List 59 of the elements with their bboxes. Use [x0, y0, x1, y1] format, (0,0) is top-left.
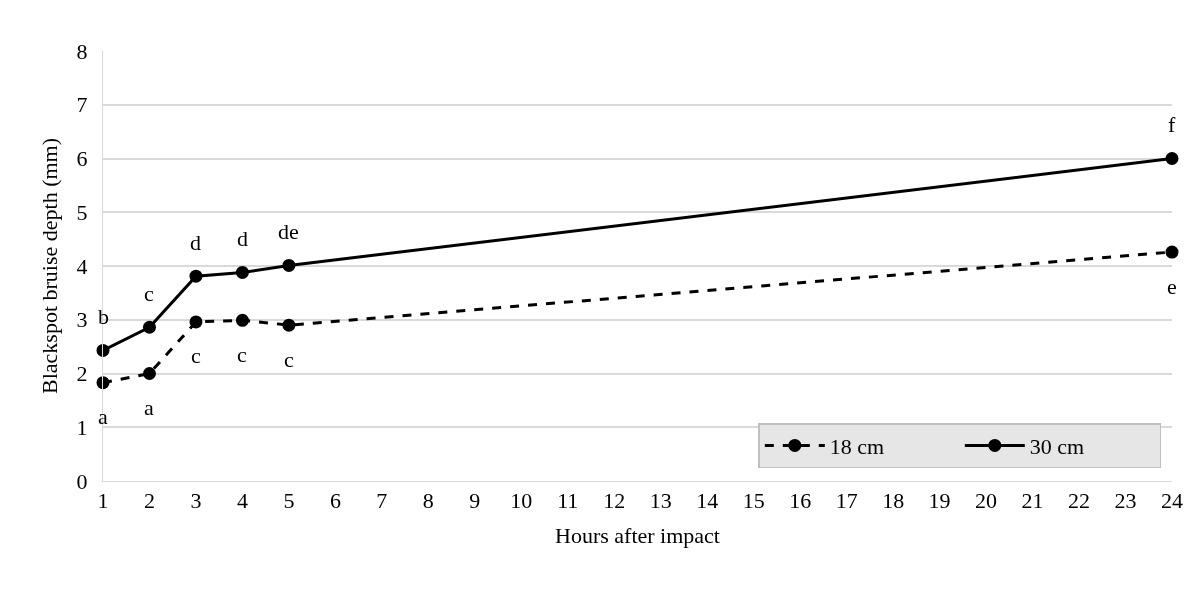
x-tick-label: 7 [376, 488, 388, 514]
x-tick-label: 11 [557, 488, 579, 514]
x-tick-label: 8 [422, 488, 434, 514]
annotation: e [1167, 274, 1177, 299]
x-tick-label: 5 [283, 488, 295, 514]
x-tick-label: 2 [143, 488, 155, 514]
annotation: a [144, 395, 154, 420]
x-tick-label: 15 [742, 488, 765, 514]
point [1165, 152, 1179, 165]
x-tick-label: 14 [696, 488, 719, 514]
x-tick-label: 1 [97, 488, 109, 514]
x-tick-label: 23 [1114, 488, 1137, 514]
x-tick-label: 3 [190, 488, 202, 514]
point [282, 318, 296, 332]
point [189, 269, 203, 283]
annotation: c [284, 347, 294, 372]
annotation: de [278, 219, 299, 244]
y-tick-label: 1 [76, 414, 88, 440]
x-tick-label: 20 [975, 488, 998, 514]
x-tick-label: 19 [928, 488, 951, 514]
y-tick-label: 5 [76, 199, 88, 225]
point [142, 320, 156, 334]
annotation: b [98, 304, 109, 329]
legend-label: 30 cm [1029, 433, 1085, 459]
y-tick-label: 3 [76, 307, 88, 333]
x-tick-label: 24 [1161, 488, 1183, 514]
annotation: a [98, 404, 108, 429]
annotation: c [237, 342, 247, 367]
point [235, 265, 249, 279]
y-axis-title: Blackspot bruise depth (mm) [37, 137, 63, 395]
y-tick-label: 4 [76, 253, 88, 279]
x-tick-label: 18 [882, 488, 905, 514]
y-tick-label: 8 [76, 38, 88, 64]
x-tick-label: 21 [1021, 488, 1044, 514]
y-tick-label: 2 [76, 361, 88, 387]
annotation: f [1168, 112, 1176, 137]
x-tick-label: 6 [329, 488, 341, 514]
annotation: d [237, 226, 248, 251]
x-tick-label: 16 [789, 488, 812, 514]
y-tick-label: 0 [76, 468, 88, 494]
point [1165, 245, 1179, 259]
point [189, 315, 203, 329]
y-tick-label: 6 [76, 146, 88, 172]
x-tick-label: 17 [835, 488, 858, 514]
x-tick-label: 22 [1068, 488, 1091, 514]
annotation: d [190, 230, 201, 255]
legend-label: 18 cm [829, 433, 885, 459]
x-axis-title: Hours after impact [555, 523, 720, 549]
y-tick-label: 7 [76, 92, 88, 118]
point [282, 258, 296, 272]
x-tick-label: 4 [236, 488, 248, 514]
x-tick-label: 10 [510, 488, 533, 514]
x-tick-label: 13 [649, 488, 672, 514]
point [235, 313, 249, 327]
point [142, 367, 156, 380]
x-tick-label: 12 [603, 488, 626, 514]
annotation: c [191, 343, 201, 368]
x-tick-label: 9 [469, 488, 481, 514]
annotation: c [144, 281, 154, 306]
